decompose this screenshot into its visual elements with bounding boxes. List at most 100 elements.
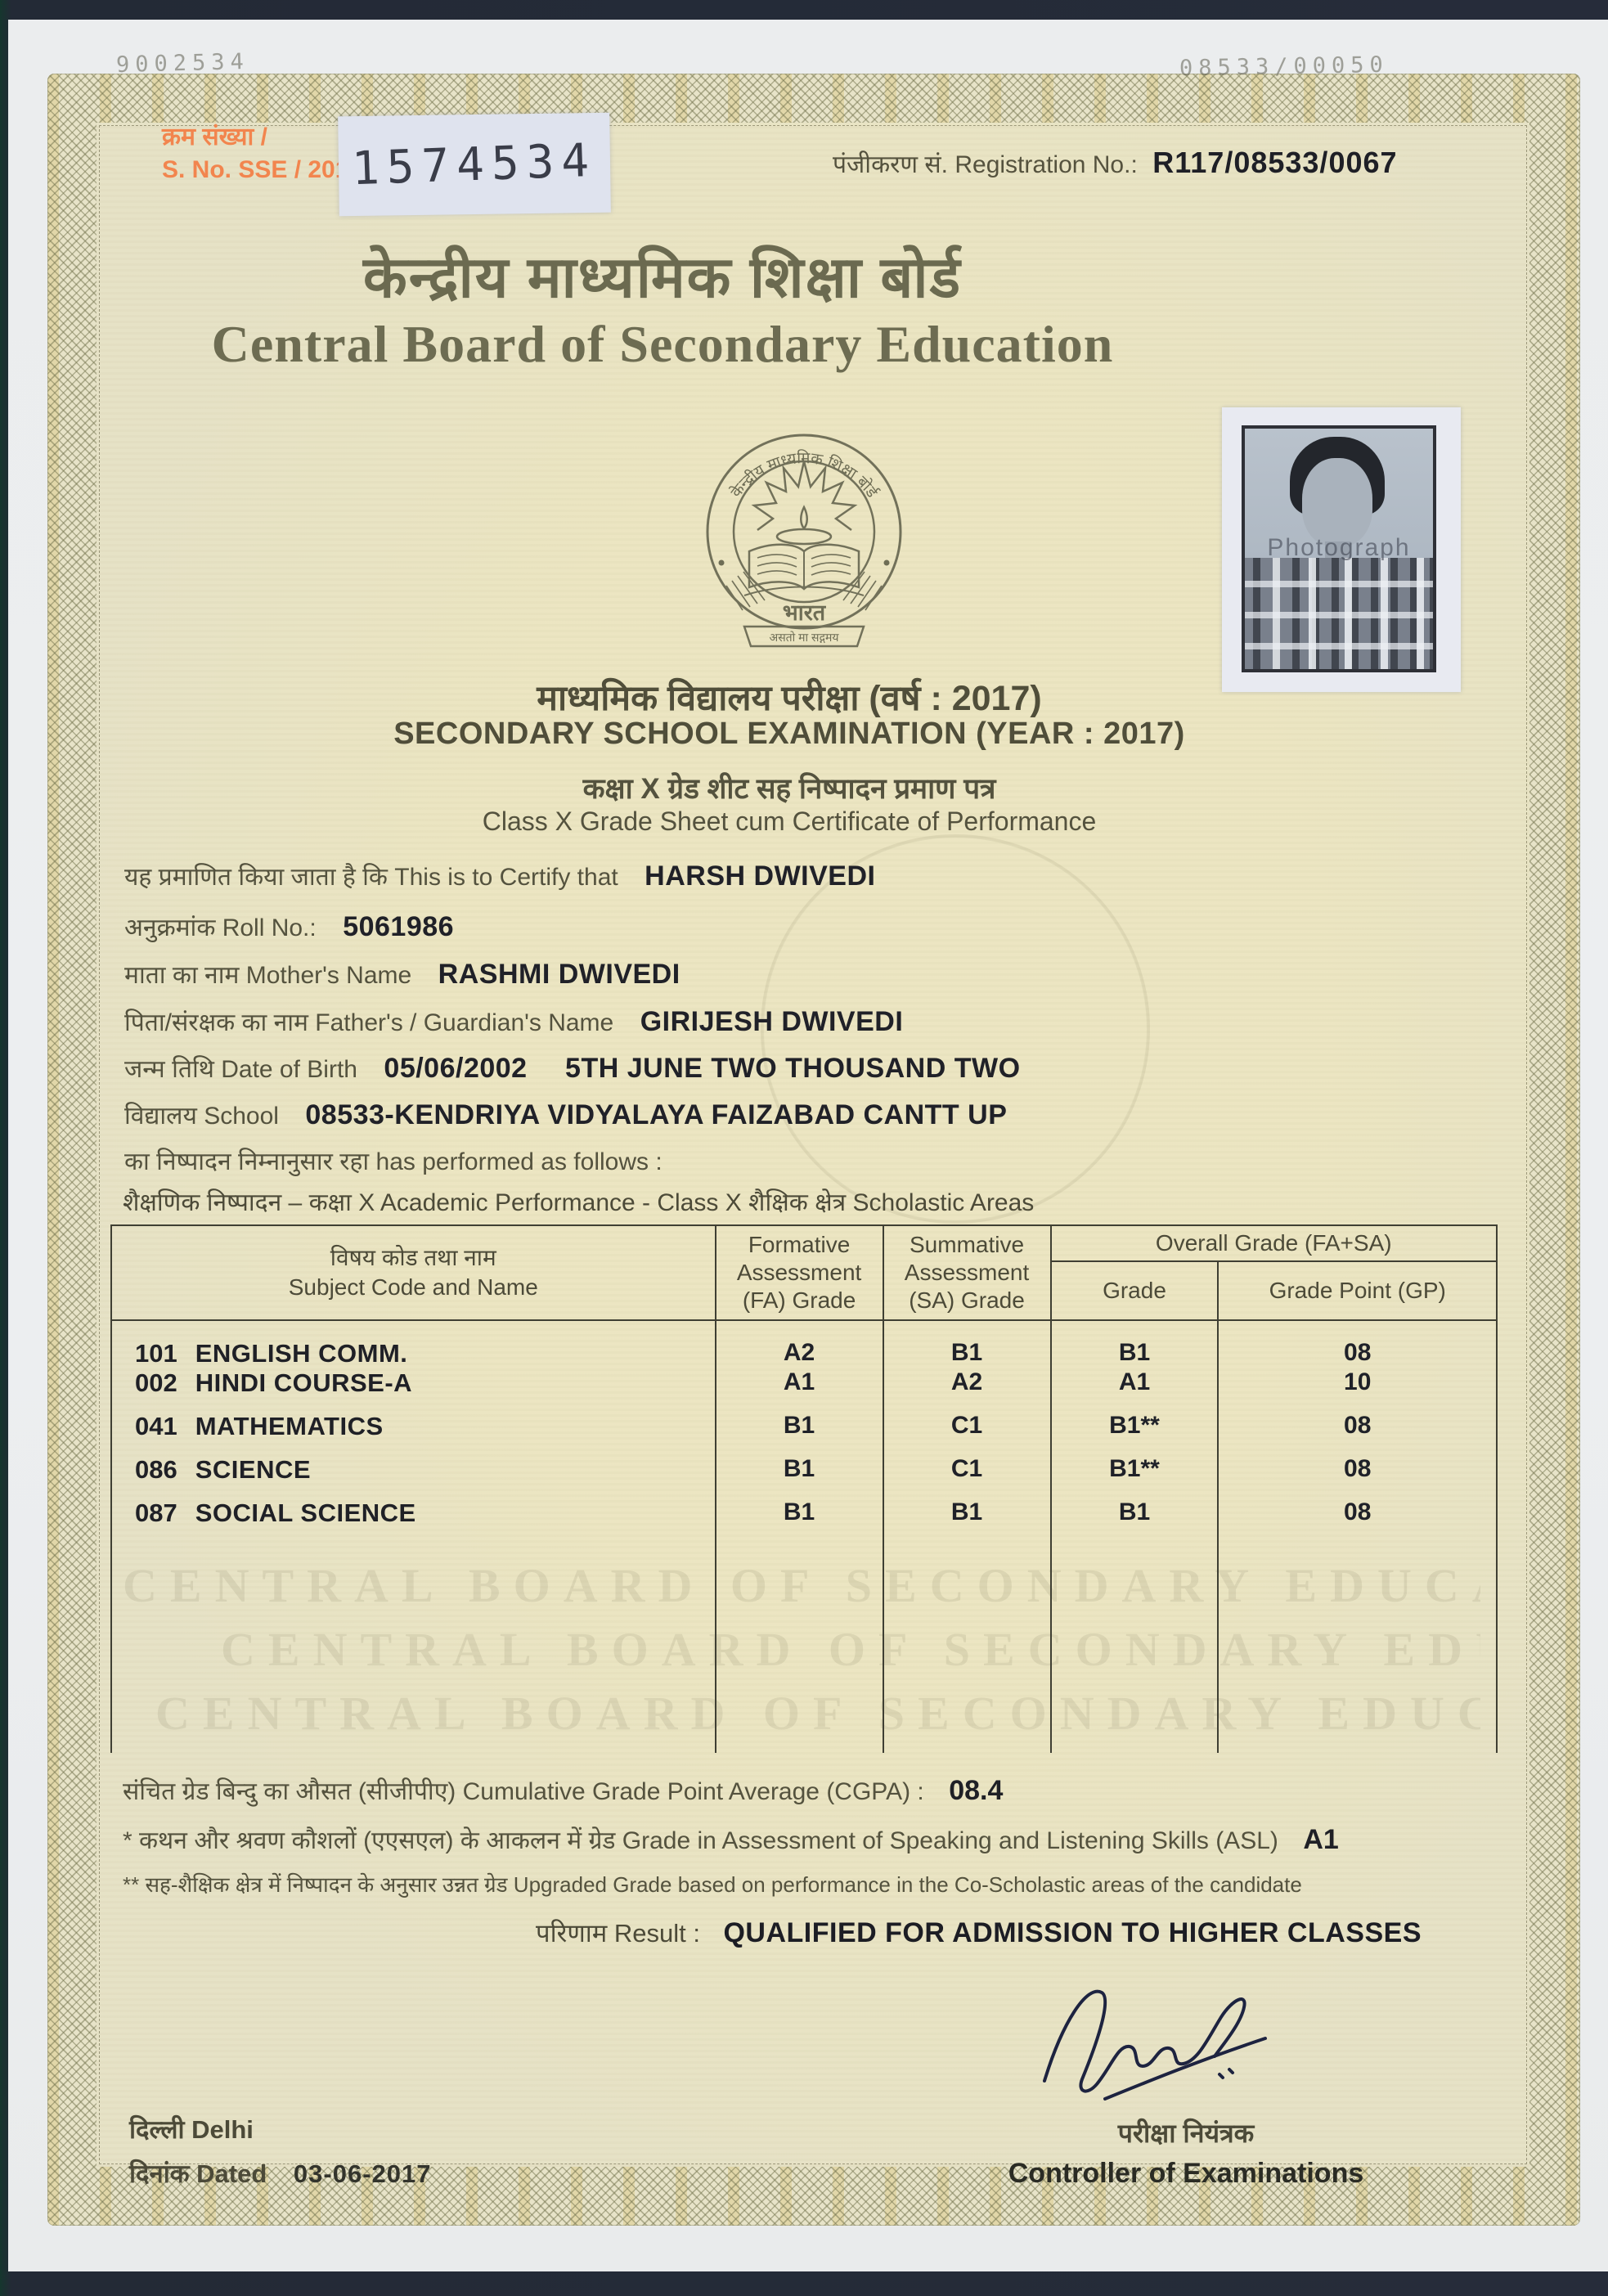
ribbon-hatch-right (842, 571, 883, 611)
fa-grade: A1 (714, 1368, 884, 1412)
col-header-subject: विषय कोड तथा नाम Subject Code and Name (110, 1224, 716, 1321)
upgrade-note: ** सह-शैक्षिक क्षेत्र में निष्पादन के अन… (123, 1872, 1302, 1897)
photo-mat: Photograph (1222, 407, 1461, 692)
col-header-fa: Formative Assessment (FA) Grade (714, 1224, 884, 1321)
photo-watermark: Photograph (1267, 534, 1411, 562)
signatory-title-hindi: परीक्षा नियंत्रक (1117, 2119, 1255, 2148)
fa-grade: B1 (714, 1498, 884, 1542)
photo-face (1302, 458, 1372, 546)
dob-line: जन्म तिथि Date of Birth 05/06/2002 5TH J… (124, 1051, 1021, 1085)
sunburst-icon (751, 461, 858, 532)
fa-grade: B1 (714, 1412, 884, 1455)
certify-line: यह प्रमाणित किया जाता है कि This is to C… (124, 859, 875, 892)
upgrade-note-line: ** सह-शैक्षिक क्षेत्र में निष्पादन के अन… (123, 1869, 1302, 1898)
overall-grade: B1 (1049, 1498, 1219, 1542)
result-value: QUALIFIED FOR ADMISSION TO HIGHER CLASSE… (723, 1917, 1422, 1948)
mother-name: RASHMI DWIVEDI (438, 959, 680, 990)
subject-code: 086 (135, 1455, 177, 1484)
col-header-grade: Grade (1049, 1260, 1219, 1321)
doc-title-hindi: कक्षा X ग्रेड शीट सह निष्पादन प्रमाण पत्… (582, 773, 996, 805)
subject-code: 041 (135, 1412, 177, 1440)
sa-grade: B1 (882, 1320, 1052, 1368)
col-header-overall: Overall Grade (FA+SA) (1049, 1224, 1498, 1262)
plate-number-right: 08533/00050 (1179, 52, 1390, 82)
table-row: 086 SCIENCE B1 C1 B1** 08 (110, 1455, 1498, 1498)
result-label: परिणाम Result : (536, 1919, 701, 1948)
col-header-sa: Summative Assessment (SA) Grade (882, 1224, 1052, 1321)
emblem-watermark (761, 834, 1150, 1224)
subject-name: SCIENCE (195, 1455, 312, 1484)
dob-label: जन्म तिथि Date of Birth (124, 1056, 357, 1083)
photo-plaid-shirt (1245, 558, 1433, 669)
table-row: 041 MATHEMATICS B1 C1 B1** 08 (110, 1412, 1498, 1455)
registration-line: पंजीकरण सं. Registration No.: R117/08533… (833, 146, 1398, 180)
father-name: GIRIJESH DWIVEDI (640, 1006, 904, 1037)
controller-signature (1026, 1970, 1296, 2121)
sa-grade: A2 (882, 1368, 1052, 1412)
school-line: विद्यालय School 08533-KENDRIYA VIDYALAYA… (124, 1098, 1007, 1131)
certify-label: यह प्रमाणित किया जाता है कि This is to C… (124, 864, 618, 891)
table-row: 002 HINDI COURSE-A A1 A2 A1 10 (110, 1368, 1498, 1412)
sa-grade: B1 (882, 1498, 1052, 1542)
date-line: दिनांक Dated 03-06-2017 (129, 2156, 431, 2190)
signatory-title-english: Controller of Examinations (1008, 2158, 1364, 2189)
ribbon-hatch-left (725, 571, 766, 611)
roll-line: अनुक्रमांक Roll No.: 5061986 (124, 910, 454, 943)
subject-code: 087 (135, 1498, 177, 1527)
asl-grade: A1 (1303, 1824, 1339, 1855)
dob-numeric: 05/06/2002 (384, 1053, 528, 1084)
fa-grade: A2 (714, 1320, 884, 1368)
subject-name: HINDI COURSE-A (195, 1368, 413, 1397)
subject-name: MATHEMATICS (195, 1412, 384, 1440)
cgpa-line: संचित ग्रेड बिन्दु का औसत (सीजीपीए) Cumu… (123, 1773, 1003, 1807)
asl-line: * कथन और श्रवण कौशलों (एएसएल) के आकलन मे… (123, 1822, 1339, 1856)
plate-number-left: 9002534 (115, 48, 250, 79)
col-header-subject-hi: विषय कोड तथा नाम (330, 1245, 496, 1270)
place-label: दिल्ली Delhi (129, 2115, 254, 2144)
date-value: 03-06-2017 (293, 2159, 432, 2188)
table-row: 101 ENGLISH COMM. A2 B1 B1 08 (110, 1320, 1498, 1368)
date-label: दिनांक Dated (129, 2159, 267, 2188)
cgpa-value: 08.4 (949, 1775, 1004, 1806)
grade-point: 08 (1217, 1455, 1498, 1498)
serial-label-hindi: क्रम संख्या / (162, 124, 267, 151)
roll-number: 5061986 (343, 911, 455, 942)
sa-grade: C1 (882, 1455, 1052, 1498)
exam-title-english: SECONDARY SCHOOL EXAMINATION (YEAR : 201… (393, 717, 1185, 751)
dob-words: 5TH JUNE TWO THOUSAND TWO (565, 1053, 1021, 1084)
registration-number: R117/08533/0067 (1152, 146, 1398, 179)
mother-label: माता का नाम Mother's Name (124, 962, 412, 989)
registration-label: पंजीकरण सं. Registration No.: (833, 151, 1138, 178)
candidate-name: HARSH DWIVEDI (645, 860, 876, 892)
grade-point: 10 (1217, 1368, 1498, 1412)
overall-grade: B1 (1049, 1320, 1219, 1368)
subject-code: 101 (135, 1339, 177, 1368)
fa-grade: B1 (714, 1455, 884, 1498)
lamp-icon (775, 505, 833, 546)
serial-number: 1574534 (351, 133, 598, 195)
open-book-icon (743, 543, 865, 596)
serial-number-box: 1574534 (338, 112, 611, 217)
school-label: विद्यालय School (124, 1103, 279, 1130)
subject-code: 002 (135, 1368, 177, 1397)
roll-label: अनुक्रमांक Roll No.: (124, 914, 317, 941)
board-title-hindi: केन्द्रीय माध्यमिक शिक्षा बोर्ड (363, 245, 962, 309)
cgpa-label: संचित ग्रेड बिन्दु का औसत (सीजीपीए) Cumu… (123, 1778, 924, 1805)
grades-table: विषय कोड तथा नाम Subject Code and Name F… (110, 1224, 1498, 1753)
sa-grade: C1 (882, 1412, 1052, 1455)
logo-motto-text: असतो मा सद्गमय (770, 631, 840, 644)
subject-name: ENGLISH COMM. (195, 1339, 408, 1368)
performed-label: का निष्पादन निम्नानुसार रहा has performe… (124, 1148, 663, 1175)
motto-banner (743, 625, 865, 648)
board-title-english: Central Board of Secondary Education (211, 315, 1114, 373)
result-line: परिणाम Result : QUALIFIED FOR ADMISSION … (536, 1916, 1422, 1950)
svg-text:केन्द्रीय माध्यमिक शिक्षा बोर्: केन्द्रीय माध्यमिक शिक्षा बोर्ड (726, 448, 882, 501)
grade-point: 08 (1217, 1412, 1498, 1455)
grade-point: 08 (1217, 1498, 1498, 1542)
subject-name: SOCIAL SCIENCE (195, 1498, 416, 1527)
asl-label: * कथन और श्रवण कौशलों (एएसएल) के आकलन मे… (123, 1827, 1278, 1854)
grade-point: 08 (1217, 1320, 1498, 1368)
father-line: पिता/संरक्षक का नाम Father's / Guardian'… (124, 1004, 903, 1038)
cbse-logo: केन्द्रीय माध्यमिक शिक्षा बोर्ड (697, 424, 911, 673)
